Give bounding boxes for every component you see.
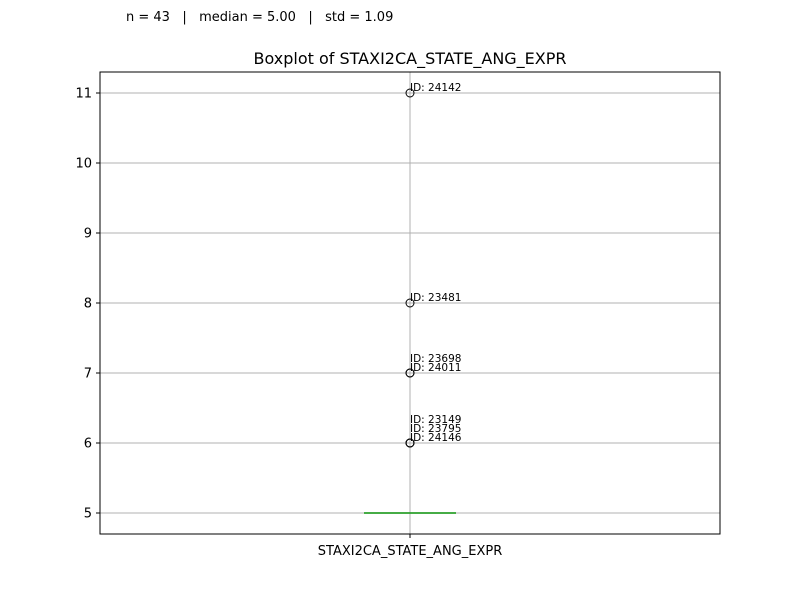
outlier-id-label: ID: 23149: [410, 414, 461, 426]
chart-title: Boxplot of STAXI2CA_STATE_ANG_EXPR: [253, 49, 566, 69]
y-tick-label: 10: [75, 157, 92, 172]
outlier-id-label: ID: 23481: [410, 292, 461, 304]
outlier-point: [405, 368, 415, 378]
outlier-id-label: ID: 24142: [410, 82, 461, 94]
grid-layer: [100, 72, 720, 534]
y-tick-label: 5: [84, 507, 92, 522]
outlier-point: [405, 438, 415, 448]
y-tick-label: 11: [75, 87, 92, 102]
y-tick-label: 7: [84, 367, 92, 382]
outlier-point: [405, 298, 415, 308]
y-tick-label: 6: [84, 437, 92, 452]
y-tick-label: 8: [84, 297, 92, 312]
outlier-id-label: ID: 23698: [410, 353, 461, 365]
outlier-id-label: ID: 24146: [410, 432, 462, 444]
outlier-point: [405, 88, 415, 98]
x-tick-label: STAXI2CA_STATE_ANG_EXPR: [318, 544, 502, 559]
outlier-id-label: ID: 24011: [410, 362, 461, 374]
axis-layer: 5 6 7 8 9 10 11 STAXI2CA_STATE_ANG_EXPR: [75, 71, 721, 559]
y-tick-label: 9: [84, 227, 92, 242]
outlier-id-label: ID: 23795: [410, 423, 461, 435]
summary-stats: n = 43 | median = 5.00 | std = 1.09: [126, 10, 394, 25]
